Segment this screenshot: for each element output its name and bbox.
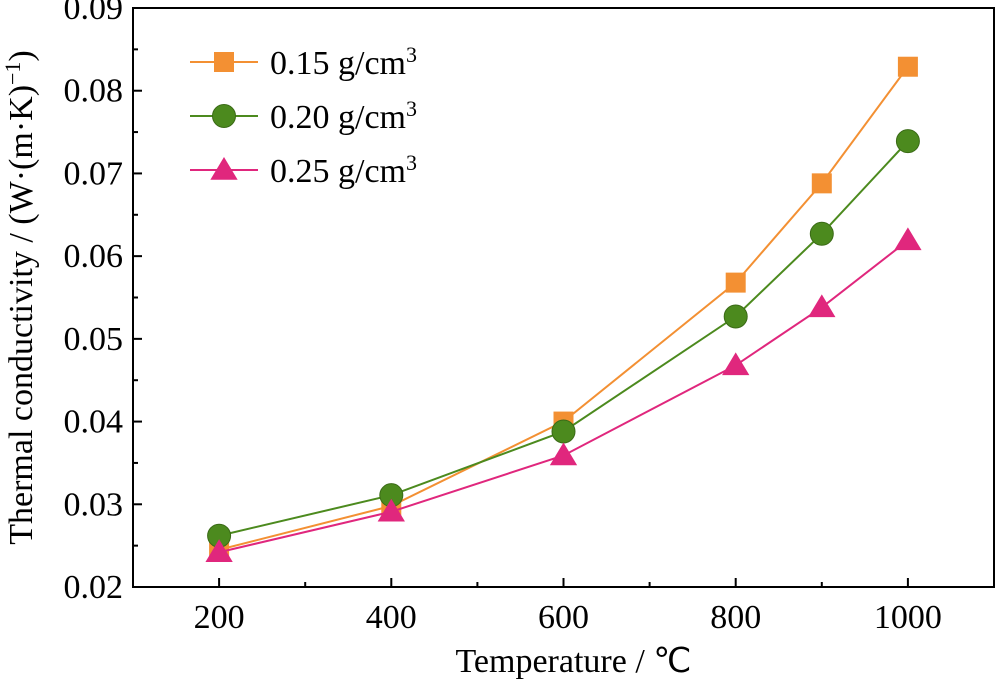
plot-frame [132,7,995,588]
x-tick-label: 800 [710,599,761,636]
y-tick-label: 0.07 [64,155,124,192]
legend-marker-triangle [210,157,238,180]
y-tick-label: 0.03 [64,486,124,523]
data-point-square [811,173,832,194]
series-layer [205,56,922,563]
y-axis-title: Thermal conductivity / (W·(m·K)−1) [0,50,40,545]
y-tick-label: 0.04 [64,404,124,441]
y-tick-label: 0.06 [64,238,124,275]
y-tick-label: 0.02 [64,569,124,606]
x-tick-label: 400 [366,599,417,636]
y-axis-title-sup: −1 [0,62,25,85]
y-axis-title-end: ) [3,50,40,61]
data-point-triangle [894,227,922,251]
legend-marker-square [214,52,234,72]
y-tick-label: 0.09 [64,0,124,27]
x-axis-title: Temperature / ℃ [456,643,692,679]
legend-label-main: 0.20 g/cm [270,99,406,136]
legend-label-main: 0.25 g/cm [270,153,406,190]
legend-label: 0.20 g/cm3 [270,96,417,137]
legend-item-1: 0.15 g/cm3 [190,42,417,83]
legend-label-main: 0.15 g/cm [270,45,406,82]
legend-label: 0.15 g/cm3 [270,42,417,83]
y-axis-title-main: Thermal conductivity / (W·(m·K) [3,85,40,545]
legend-label-sup: 3 [406,150,417,175]
series-3 [205,227,922,563]
data-point-triangle [377,498,405,522]
legend-label-sup: 3 [406,96,417,121]
x-tick-label: 1000 [874,599,942,636]
data-point-square [897,56,918,77]
x-tick-label: 600 [538,599,589,636]
data-point-circle [895,129,920,154]
data-point-triangle [205,539,233,563]
data-point-circle [809,221,834,246]
series-line [218,66,909,551]
series-line [218,140,909,537]
data-point-circle [551,419,576,444]
data-point-triangle [549,442,578,466]
legend-label: 0.25 g/cm3 [270,150,417,191]
data-point-triangle [808,294,836,318]
y-tick-label: 0.05 [64,321,124,358]
legend-item-3: 0.25 g/cm3 [190,150,417,191]
axes: 0.02 0.03 0.04 0.05 0.06 0.07 0.08 0.09 200 400 60… [64,0,995,636]
data-point-triangle [722,352,750,376]
y-tick-label: 0.08 [64,73,124,110]
legend-item-2: 0.20 g/cm3 [190,96,417,137]
x-tick-label: 200 [194,599,245,636]
legend-label-sup: 3 [406,42,417,67]
series-line [218,239,909,554]
legend-marker-circle [212,104,236,128]
data-point-circle [723,304,748,329]
data-point-square [725,272,746,293]
